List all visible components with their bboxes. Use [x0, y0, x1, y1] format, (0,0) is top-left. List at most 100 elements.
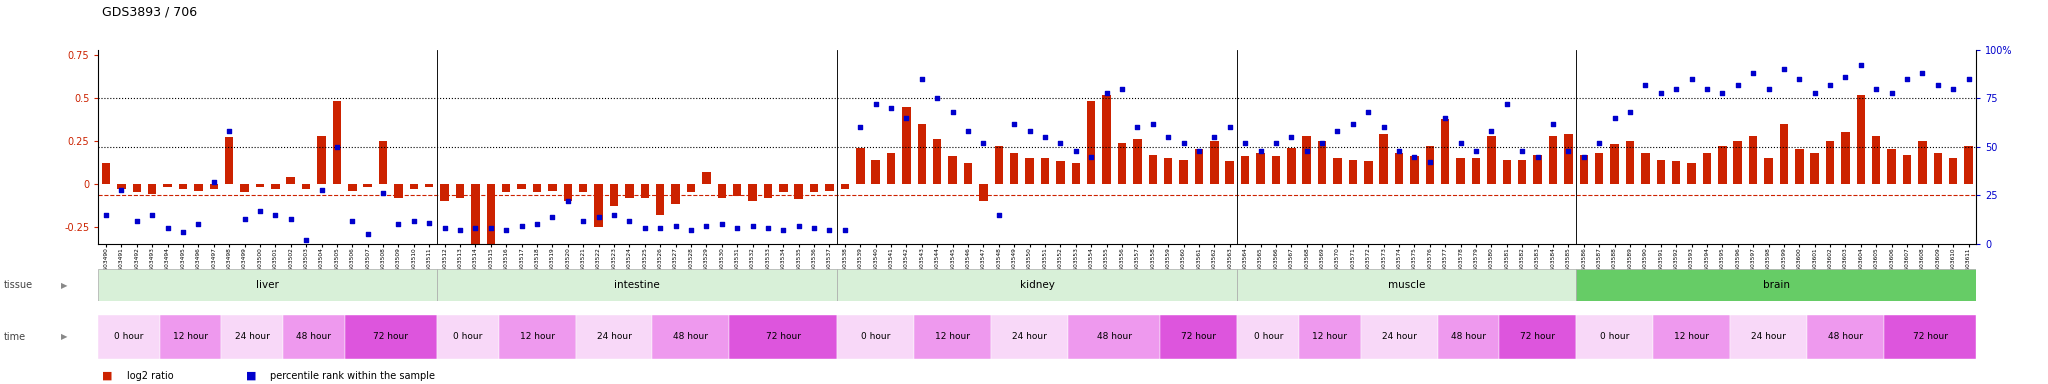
- Bar: [160, 315, 221, 359]
- Bar: [1286, 148, 1296, 184]
- Bar: [1210, 141, 1219, 184]
- Bar: [995, 146, 1004, 184]
- Bar: [1102, 94, 1110, 184]
- Text: 48 hour: 48 hour: [674, 333, 709, 341]
- Point: [489, 227, 522, 233]
- Point: [121, 217, 154, 223]
- Point: [1212, 124, 1245, 131]
- Text: 72 hour: 72 hour: [1520, 333, 1554, 341]
- Bar: [240, 184, 248, 192]
- Bar: [1702, 153, 1712, 184]
- Point: [1567, 154, 1599, 160]
- Point: [1430, 115, 1462, 121]
- Bar: [549, 184, 557, 190]
- Point: [1260, 140, 1292, 146]
- Bar: [733, 184, 741, 196]
- Point: [1137, 121, 1169, 127]
- Bar: [1794, 149, 1804, 184]
- Bar: [1610, 144, 1618, 184]
- Bar: [1118, 142, 1126, 184]
- Point: [1614, 109, 1647, 115]
- Bar: [1395, 153, 1403, 184]
- Bar: [1749, 136, 1757, 184]
- Bar: [221, 315, 283, 359]
- Text: 72 hour: 72 hour: [766, 333, 801, 341]
- Point: [1583, 140, 1616, 146]
- Point: [997, 121, 1030, 127]
- Bar: [1071, 163, 1079, 184]
- Point: [705, 221, 737, 227]
- Point: [1784, 76, 1817, 82]
- Point: [244, 208, 276, 214]
- Text: ■: ■: [102, 371, 113, 381]
- Point: [735, 223, 768, 230]
- Bar: [440, 184, 449, 201]
- Bar: [1763, 158, 1774, 184]
- Bar: [1733, 141, 1743, 184]
- Point: [1352, 109, 1384, 115]
- Point: [612, 217, 645, 223]
- Bar: [209, 184, 217, 189]
- Text: kidney: kidney: [1020, 280, 1055, 290]
- Bar: [102, 163, 111, 184]
- Bar: [625, 184, 633, 197]
- Point: [1044, 140, 1077, 146]
- Bar: [610, 184, 618, 206]
- Bar: [301, 184, 311, 189]
- Text: 72 hour: 72 hour: [1913, 333, 1948, 341]
- Bar: [653, 315, 729, 359]
- Point: [383, 221, 416, 227]
- Bar: [532, 184, 541, 192]
- Bar: [1425, 146, 1434, 184]
- Bar: [1180, 160, 1188, 184]
- Bar: [1548, 136, 1556, 184]
- Bar: [287, 177, 295, 184]
- Point: [1690, 86, 1722, 92]
- Point: [567, 217, 600, 223]
- Point: [1767, 66, 1800, 73]
- Point: [1737, 70, 1769, 76]
- Bar: [1626, 141, 1634, 184]
- Text: 48 hour: 48 hour: [1829, 333, 1864, 341]
- Point: [166, 229, 199, 235]
- Point: [274, 215, 307, 222]
- Point: [1413, 159, 1446, 166]
- Point: [1382, 148, 1415, 154]
- Point: [1337, 121, 1370, 127]
- Bar: [317, 136, 326, 184]
- Bar: [1827, 141, 1835, 184]
- Text: time: time: [4, 332, 27, 342]
- Bar: [1671, 161, 1679, 184]
- Bar: [913, 315, 991, 359]
- Bar: [1272, 156, 1280, 184]
- Text: 0 hour: 0 hour: [453, 333, 483, 341]
- Point: [197, 179, 229, 185]
- Bar: [518, 184, 526, 189]
- Point: [860, 101, 893, 107]
- Bar: [918, 124, 926, 184]
- Point: [90, 212, 123, 218]
- Bar: [147, 184, 156, 194]
- Bar: [225, 137, 233, 184]
- Point: [782, 223, 815, 230]
- Point: [690, 223, 723, 230]
- Bar: [1565, 134, 1573, 184]
- Point: [829, 227, 862, 233]
- Bar: [1161, 315, 1237, 359]
- Bar: [1411, 156, 1419, 184]
- Point: [152, 225, 184, 232]
- Bar: [575, 315, 653, 359]
- Bar: [133, 184, 141, 192]
- Bar: [1133, 139, 1141, 184]
- Point: [1321, 128, 1354, 134]
- Text: 48 hour: 48 hour: [1098, 333, 1133, 341]
- Bar: [1487, 136, 1495, 184]
- Bar: [1194, 149, 1202, 184]
- Bar: [1303, 136, 1311, 184]
- Bar: [344, 315, 436, 359]
- Bar: [655, 184, 664, 215]
- Bar: [1149, 155, 1157, 184]
- Text: 12 hour: 12 hour: [1313, 333, 1348, 341]
- Bar: [1579, 155, 1587, 184]
- Point: [258, 212, 291, 218]
